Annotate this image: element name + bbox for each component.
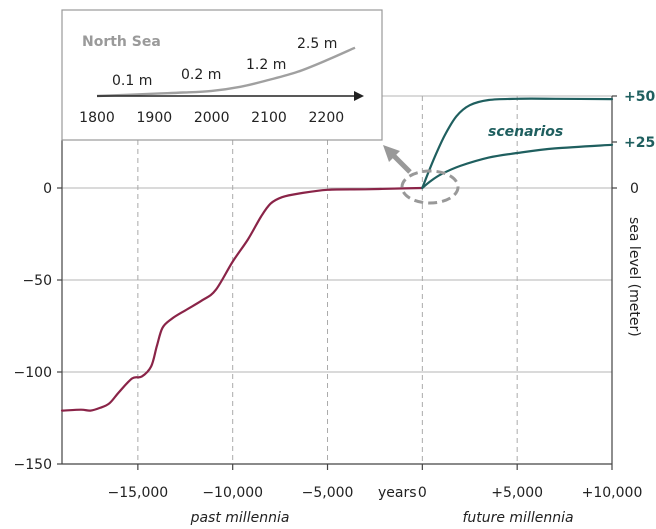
y-ticks-left: 0 −50 −100 −150	[14, 181, 62, 473]
y-left-tick-label-3: −150	[14, 457, 52, 473]
future-millennia-label: future millennia	[462, 510, 573, 526]
y-ticks-right: +50 +25 0	[612, 89, 655, 197]
vertical-gridlines	[137, 96, 518, 464]
horizontal-gridlines	[62, 95, 612, 373]
inset-annotation-3: 2.5 m	[297, 36, 337, 52]
scenarios-label: scenarios	[488, 124, 563, 140]
inset-axis-arrowhead	[354, 91, 364, 101]
inset-annotation-2: 1.2 m	[246, 57, 286, 73]
x-tick-label-1: −10,000	[202, 485, 263, 501]
inset-frame	[61, 9, 383, 141]
inset-title: North Sea	[82, 34, 161, 50]
inset-panel: North Sea 1800 1900 2000 2100 2200 0.1 m 0.2 …	[61, 9, 383, 141]
y-left-tick-label-2: −100	[14, 365, 52, 381]
y-axis-label: sea level (meter)	[626, 217, 642, 337]
x-tick-label-0: −15,000	[108, 485, 169, 501]
series-lines	[60, 97, 614, 412]
inset-time-axis	[97, 91, 364, 101]
inset-curve	[96, 46, 356, 98]
x-tick-label-5: +10,000	[582, 485, 643, 501]
inset-annotation-1: 0.2 m	[181, 67, 221, 83]
inset-x-ticks: 1800 1900 2000 2100 2200	[79, 110, 344, 126]
y-right-tick-label-2: 0	[630, 181, 639, 197]
x-axis-label: years	[378, 485, 417, 501]
y-right-tick-label-0: +50	[624, 89, 655, 105]
x-ticks: −15,000 −10,000 −5,000 0 +5,000 +10,000	[108, 464, 643, 501]
inset-annotations: 0.1 m 0.2 m 1.2 m 2.5 m	[112, 36, 337, 89]
inset-annotation-0: 0.1 m	[112, 73, 152, 89]
x-tick-label-4: +5,000	[491, 485, 543, 501]
series-line-2	[421, 143, 614, 190]
y-left-tick-label-1: −50	[22, 273, 52, 289]
y-left-tick-label-0: 0	[43, 181, 52, 197]
series-line-0	[60, 186, 424, 412]
inset-x-tick-label-1: 1900	[137, 110, 173, 126]
inset-x-tick-label-3: 2100	[251, 110, 287, 126]
x-tick-label-2: −5,000	[302, 485, 354, 501]
x-tick-label-3: 0	[418, 485, 427, 501]
zoom-highlight-ellipse	[400, 169, 460, 205]
zoom-arrow-icon	[383, 145, 412, 174]
inset-curve-line	[96, 46, 356, 98]
inset-x-tick-label-2: 2000	[194, 110, 230, 126]
y-right-tick-label-1: +25	[624, 135, 655, 151]
inset-x-tick-label-4: 2200	[309, 110, 345, 126]
series-line-1	[421, 97, 614, 190]
past-millennia-label: past millennia	[190, 510, 290, 526]
inset-x-tick-label-0: 1800	[79, 110, 115, 126]
